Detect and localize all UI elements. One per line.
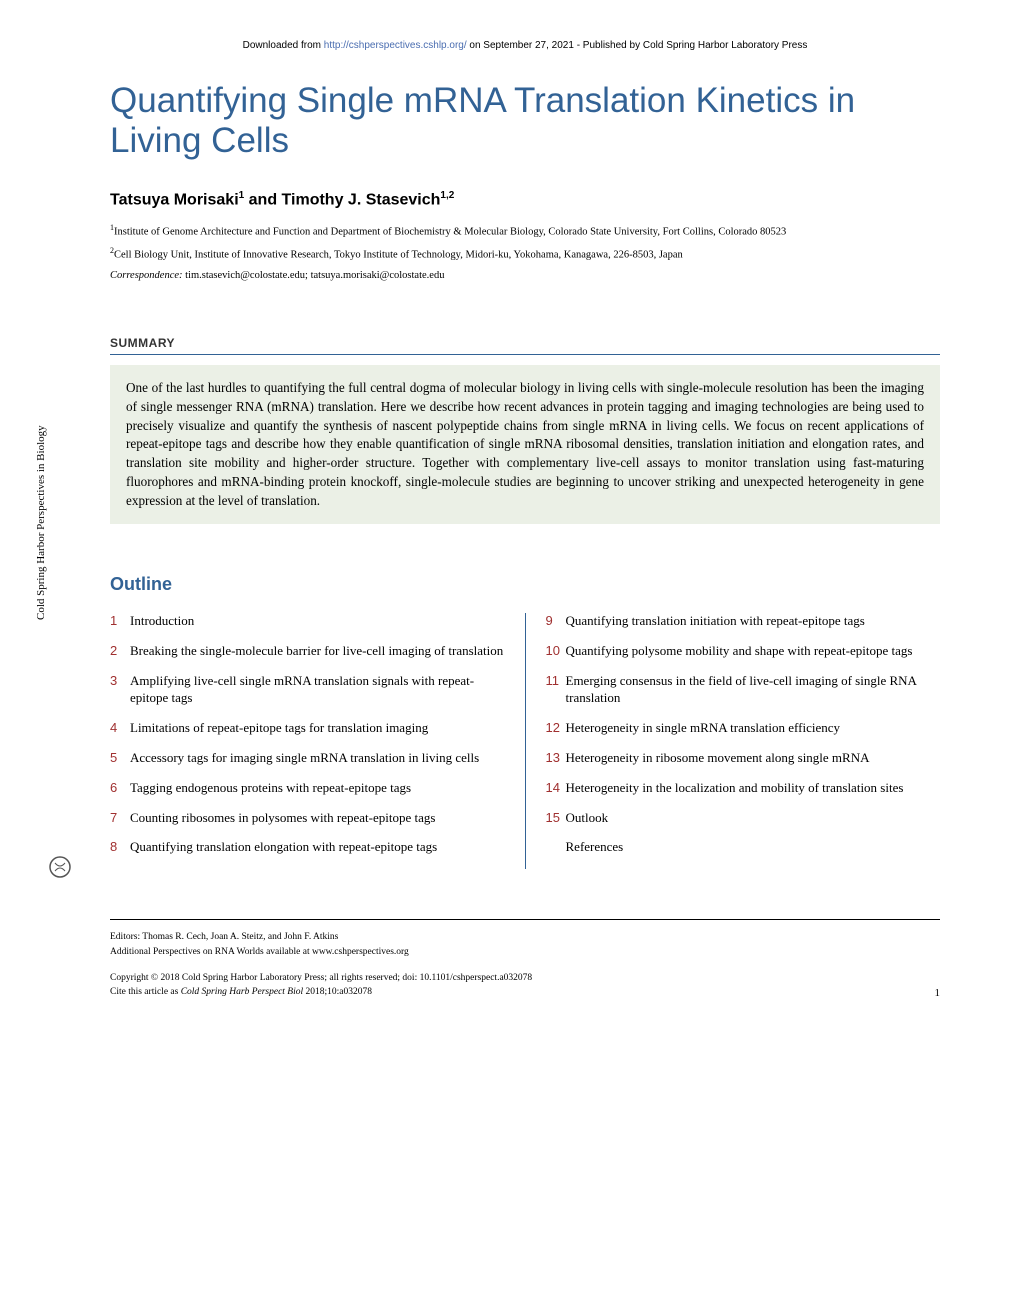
banner-prefix: Downloaded from [243, 40, 324, 51]
outline-text: Outlook [566, 810, 941, 827]
cite-prefix: Cite this article as [110, 987, 181, 997]
outline-num: 10 [546, 643, 566, 660]
journal-logo-icon [48, 855, 72, 884]
outline-item: 14Heterogeneity in the localization and … [546, 780, 941, 797]
outline-num: 13 [546, 750, 566, 767]
outline-num: 7 [110, 810, 130, 827]
outline-num [546, 839, 566, 856]
author-1: Tatsuya Morisaki [110, 191, 239, 208]
outline-item: 13Heterogeneity in ribosome movement alo… [546, 750, 941, 767]
outline-heading: Outline [110, 574, 940, 595]
correspondence: Correspondence: tim.stasevich@colostate.… [110, 270, 940, 281]
affil-2-text: Cell Biology Unit, Institute of Innovati… [114, 249, 683, 260]
banner-suffix: on September 27, 2021 - Published by Col… [467, 40, 808, 51]
outline-item: 15Outlook [546, 810, 941, 827]
outline-text: Emerging consensus in the field of live-… [566, 673, 941, 707]
outline-text: References [566, 839, 941, 856]
outline-right-col: 9Quantifying translation initiation with… [526, 613, 941, 869]
author-2-sup: 1,2 [440, 190, 454, 201]
outline-text: Quantifying polysome mobility and shape … [566, 643, 941, 660]
outline-num: 9 [546, 613, 566, 630]
outline-item: 9Quantifying translation initiation with… [546, 613, 941, 630]
article-title: Quantifying Single mRNA Translation Kine… [110, 81, 940, 162]
affiliation-1: 1Institute of Genome Architecture and Fu… [110, 223, 940, 240]
outline-num: 5 [110, 750, 130, 767]
outline-item: 3Amplifying live-cell single mRNA transl… [110, 673, 505, 707]
outline-num: 15 [546, 810, 566, 827]
correspondence-emails: tim.stasevich@colostate.edu; tatsuya.mor… [183, 270, 445, 281]
cite-italic: Cold Spring Harb Perspect Biol [181, 987, 303, 997]
correspondence-label: Correspondence: [110, 270, 183, 281]
outline-item: 12Heterogeneity in single mRNA translati… [546, 720, 941, 737]
outline-item: 6Tagging endogenous proteins with repeat… [110, 780, 505, 797]
outline-num: 3 [110, 673, 130, 707]
outline-text: Heterogeneity in the localization and mo… [566, 780, 941, 797]
banner-link[interactable]: http://cshperspectives.cshlp.org/ [324, 40, 467, 51]
footer-editors: Editors: Thomas R. Cech, Joan A. Steitz,… [110, 930, 940, 944]
journal-sidebar: Cold Spring Harbor Perspectives in Biolo… [35, 425, 47, 620]
outline-text: Heterogeneity in ribosome movement along… [566, 750, 941, 767]
outline-left-col: 1Introduction2Breaking the single-molecu… [110, 613, 526, 869]
summary-body: One of the last hurdles to quantifying t… [110, 365, 940, 524]
page-number: 1 [935, 987, 941, 999]
outline-text: Quantifying translation initiation with … [566, 613, 941, 630]
outline-columns: 1Introduction2Breaking the single-molecu… [110, 613, 940, 869]
outline-item: 8Quantifying translation elongation with… [110, 839, 505, 856]
affil-1-text: Institute of Genome Architecture and Fun… [114, 226, 786, 237]
outline-item: 7Counting ribosomes in polysomes with re… [110, 810, 505, 827]
author-2: Timothy J. Stasevich [282, 191, 441, 208]
outline-num: 14 [546, 780, 566, 797]
cite-suffix: 2018;10:a032078 [303, 987, 372, 997]
summary-heading: SUMMARY [110, 336, 940, 355]
outline-num: 4 [110, 720, 130, 737]
outline-item: 11Emerging consensus in the field of liv… [546, 673, 941, 707]
outline-text: Limitations of repeat-epitope tags for t… [130, 720, 505, 737]
outline-text: Accessory tags for imaging single mRNA t… [130, 750, 505, 767]
outline-text: Breaking the single-molecule barrier for… [130, 643, 505, 660]
outline-item: 1Introduction [110, 613, 505, 630]
outline-num: 1 [110, 613, 130, 630]
outline-item: 5Accessory tags for imaging single mRNA … [110, 750, 505, 767]
outline-text: Amplifying live-cell single mRNA transla… [130, 673, 505, 707]
outline-section: Outline 1Introduction2Breaking the singl… [110, 574, 940, 869]
outline-num: 2 [110, 643, 130, 660]
outline-num: 12 [546, 720, 566, 737]
outline-item: 4Limitations of repeat-epitope tags for … [110, 720, 505, 737]
outline-item: 10Quantifying polysome mobility and shap… [546, 643, 941, 660]
footer: Editors: Thomas R. Cech, Joan A. Steitz,… [110, 919, 940, 999]
outline-item: References [546, 839, 941, 856]
download-banner: Downloaded from http://cshperspectives.c… [110, 40, 940, 51]
outline-num: 8 [110, 839, 130, 856]
outline-text: Introduction [130, 613, 505, 630]
authors: Tatsuya Morisaki1 and Timothy J. Stasevi… [110, 190, 940, 209]
footer-additional: Additional Perspectives on RNA Worlds av… [110, 945, 940, 959]
affiliation-2: 2Cell Biology Unit, Institute of Innovat… [110, 246, 940, 263]
author-and: and [244, 191, 281, 208]
footer-cite: Cite this article as Cold Spring Harb Pe… [110, 985, 940, 999]
outline-item: 2Breaking the single-molecule barrier fo… [110, 643, 505, 660]
outline-text: Counting ribosomes in polysomes with rep… [130, 810, 505, 827]
outline-text: Quantifying translation elongation with … [130, 839, 505, 856]
summary-section: SUMMARY One of the last hurdles to quant… [110, 336, 940, 524]
outline-num: 11 [546, 673, 566, 707]
outline-num: 6 [110, 780, 130, 797]
outline-text: Heterogeneity in single mRNA translation… [566, 720, 941, 737]
footer-copyright: Copyright © 2018 Cold Spring Harbor Labo… [110, 971, 940, 985]
outline-text: Tagging endogenous proteins with repeat-… [130, 780, 505, 797]
